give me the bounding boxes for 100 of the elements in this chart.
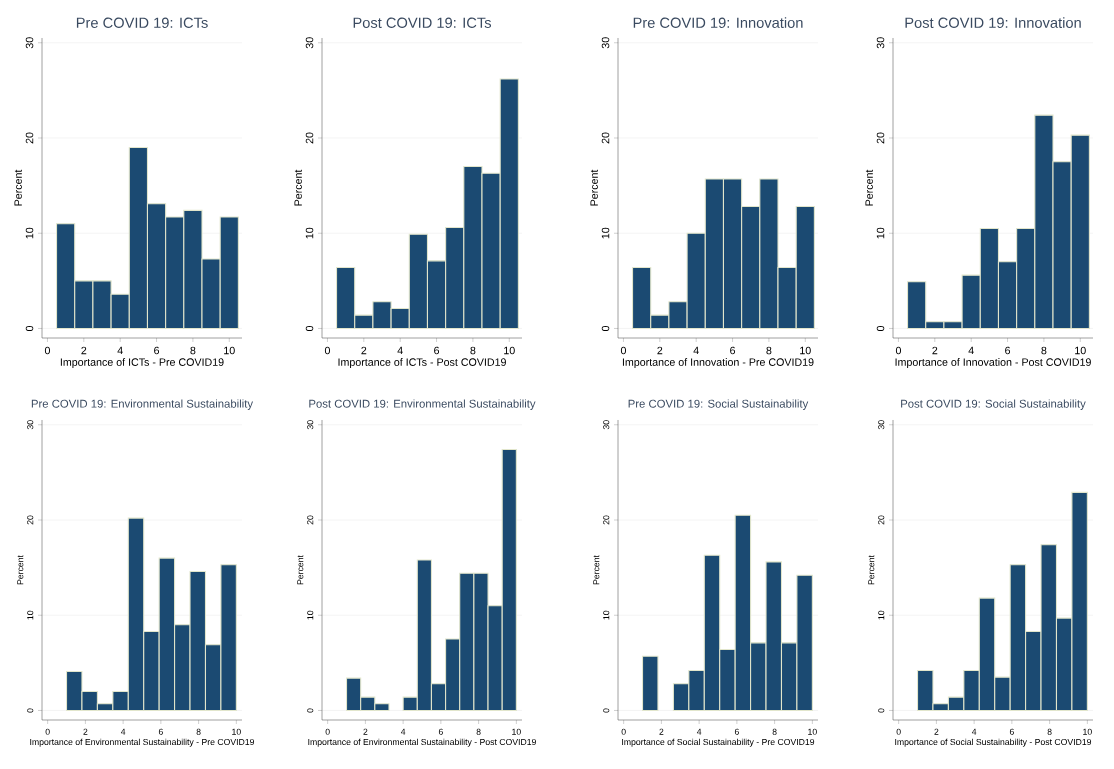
x-tick-label: 6 [438, 728, 443, 735]
x-tick-label: 0 [325, 728, 330, 735]
y-tick-label: 0 [603, 708, 610, 713]
chart-title: Pre COVID 19: Environmental Sustainability [31, 399, 254, 410]
y-tick-label: 30 [307, 420, 314, 430]
y-tick-label: 20 [25, 132, 34, 144]
y-tick-label: 0 [305, 325, 314, 332]
chart-title: Post COVID 19: ICTs [353, 17, 492, 28]
x-tick-label: 6 [154, 346, 160, 355]
x-tick-label: 6 [730, 346, 736, 355]
y-tick-label: 0 [878, 708, 885, 713]
x-tick-label: 8 [476, 728, 481, 735]
x-tick-label: 4 [397, 346, 403, 355]
y-axis-title: Percent [17, 555, 24, 585]
x-tick-label: 10 [504, 346, 515, 355]
x-axis-title: Importance of Environmental Sustainability - Pre COVID19 [30, 738, 255, 747]
x-tick-label: 8 [1047, 728, 1052, 735]
x-tick-label: 2 [363, 728, 368, 735]
y-tick-label: 0 [25, 325, 34, 332]
x-tick-label: 4 [693, 346, 699, 355]
y-tick-label: 30 [603, 420, 610, 430]
y-tick-label: 0 [876, 325, 885, 332]
y-axis-title: Percent [590, 169, 598, 206]
x-tick-label: 6 [734, 728, 739, 735]
x-tick-label: 0 [45, 728, 50, 735]
x-tick-label: 10 [224, 346, 235, 355]
y-axis-title: Percent [593, 555, 600, 585]
x-tick-label: 0 [896, 728, 901, 735]
y-tick-label: 10 [25, 227, 34, 239]
x-tick-label: 4 [400, 728, 406, 735]
x-axis-title: Importance of ICTs - Post COVID19 [338, 358, 506, 369]
x-tick-label: 8 [772, 728, 777, 735]
chart-title: Post COVID 19: Innovation [905, 17, 1081, 28]
x-tick-label: 10 [808, 728, 817, 735]
x-tick-label: 8 [196, 728, 201, 735]
x-tick-label: 6 [434, 346, 440, 355]
x-tick-label: 2 [81, 346, 87, 355]
y-tick-label: 10 [878, 610, 885, 620]
y-axis-title: Percent [297, 555, 304, 585]
x-tick-label: 10 [800, 346, 811, 355]
x-axis-title: Importance of Environmental Sustainability - Post COVID19 [308, 738, 536, 747]
x-tick-label: 6 [158, 728, 163, 735]
x-tick-label: 4 [696, 728, 702, 735]
y-tick-label: 30 [305, 37, 314, 49]
x-tick-label: 8 [766, 346, 772, 355]
x-tick-label: 2 [934, 728, 939, 735]
y-tick-label: 30 [876, 37, 885, 49]
x-tick-label: 0 [324, 346, 331, 355]
x-tick-label: 8 [190, 346, 196, 355]
y-tick-label: 30 [601, 37, 610, 49]
y-tick-label: 0 [27, 708, 34, 713]
x-tick-label: 0 [895, 346, 902, 355]
chart-title: Post COVID 19: Environmental Sustainability [309, 399, 536, 410]
x-axis-title: Importance of Social Sustainability - Pre COVID19 [622, 738, 815, 747]
x-tick-label: 2 [361, 346, 367, 355]
x-tick-label: 6 [1009, 728, 1014, 735]
y-axis-title: Percent [14, 169, 22, 206]
x-axis-title: Importance of Social Sustainability - Post COVID19 [895, 738, 1092, 747]
y-tick-label: 10 [601, 227, 610, 239]
x-tick-label: 8 [470, 346, 476, 355]
x-tick-label: 4 [120, 728, 126, 735]
x-tick-label: 2 [932, 346, 938, 355]
x-tick-label: 10 [512, 728, 521, 735]
x-axis-title: Importance of Innovation - Pre COVID19 [622, 358, 814, 369]
x-tick-label: 0 [620, 346, 627, 355]
x-tick-label: 8 [1041, 346, 1047, 355]
y-axis-title: Percent [294, 169, 302, 206]
x-tick-label: 4 [968, 346, 974, 355]
x-tick-label: 0 [44, 346, 51, 355]
y-tick-label: 20 [876, 132, 885, 144]
y-tick-label: 0 [307, 708, 314, 713]
chart-title: Post COVID 19: Social Sustainability [901, 399, 1086, 410]
x-tick-label: 10 [1075, 346, 1086, 355]
chart-title: Pre COVID 19: Social Sustainability [628, 399, 809, 410]
x-tick-label: 4 [117, 346, 123, 355]
y-tick-label: 20 [27, 515, 34, 525]
y-tick-label: 20 [878, 515, 885, 525]
y-tick-label: 20 [603, 515, 610, 525]
y-tick-label: 10 [307, 610, 314, 620]
y-tick-label: 20 [601, 132, 610, 144]
y-tick-label: 10 [603, 610, 610, 620]
x-tick-label: 10 [1083, 728, 1092, 735]
y-tick-label: 10 [876, 227, 885, 239]
x-axis-title: Importance of ICTs - Pre COVID19 [60, 358, 224, 369]
y-tick-label: 30 [25, 37, 34, 49]
chart-title: Pre COVID 19: ICTs [76, 17, 208, 28]
x-tick-label: 2 [83, 728, 88, 735]
chart-title: Pre COVID 19: Innovation [633, 17, 803, 28]
y-axis-title: Percent [868, 555, 875, 585]
y-tick-label: 10 [305, 227, 314, 239]
y-tick-label: 0 [601, 325, 610, 332]
x-tick-label: 0 [621, 728, 626, 735]
x-tick-label: 4 [971, 728, 977, 735]
x-axis-title: Importance of Innovation - Post COVID19 [895, 358, 1091, 369]
x-tick-label: 10 [232, 728, 241, 735]
x-tick-label: 2 [659, 728, 664, 735]
y-tick-label: 30 [27, 420, 34, 430]
x-tick-label: 6 [1005, 346, 1011, 355]
y-tick-label: 30 [878, 420, 885, 430]
y-tick-label: 20 [307, 515, 314, 525]
